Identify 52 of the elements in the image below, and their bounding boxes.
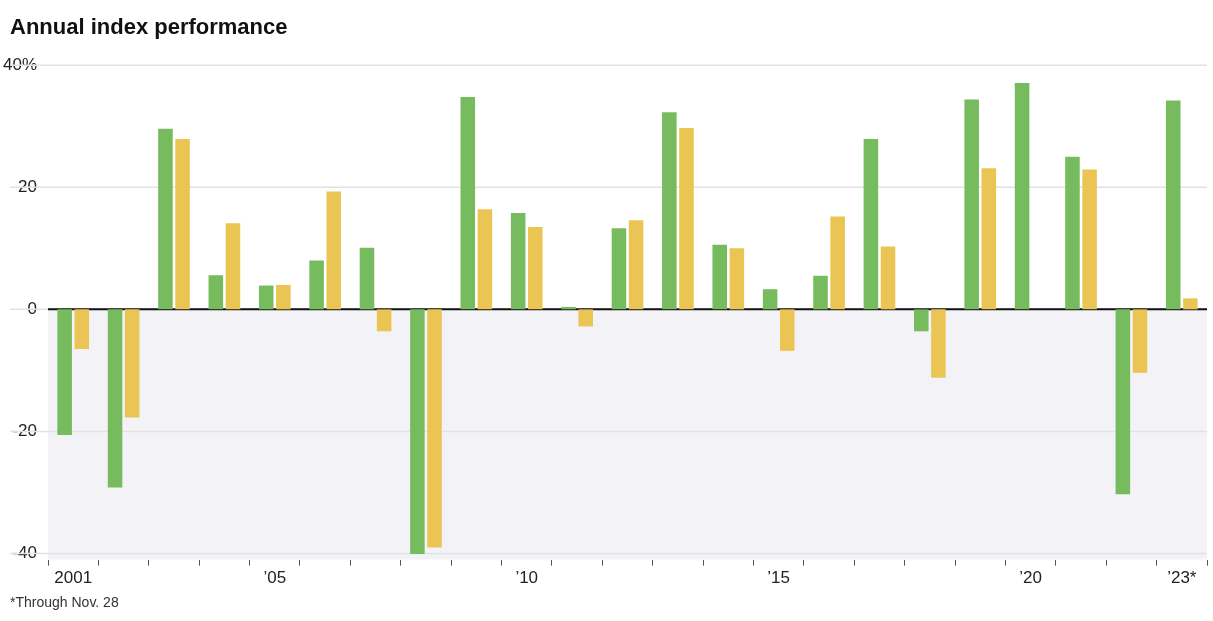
bar xyxy=(477,209,493,310)
bar xyxy=(830,216,845,310)
bar xyxy=(578,309,593,327)
bar xyxy=(611,228,627,310)
bar xyxy=(1165,100,1181,310)
bar xyxy=(813,275,828,310)
bar xyxy=(208,275,224,310)
bar xyxy=(427,309,442,548)
bar xyxy=(225,223,241,310)
bar xyxy=(376,309,392,332)
x-tick-label: ’15 xyxy=(767,568,791,588)
bar xyxy=(258,285,274,310)
bar xyxy=(880,246,896,310)
bar xyxy=(124,309,140,418)
bar xyxy=(914,309,929,332)
bar xyxy=(175,139,190,310)
bar xyxy=(107,309,123,488)
text: *Through Nov. 28 xyxy=(10,594,119,610)
x-tick-label: ’10 xyxy=(515,568,539,588)
bar xyxy=(510,212,526,310)
bar xyxy=(1183,298,1198,310)
bar xyxy=(460,96,476,310)
bar xyxy=(158,128,173,310)
bar xyxy=(74,309,90,350)
x-tick-label: 2001 xyxy=(54,568,93,588)
bar xyxy=(528,226,543,310)
bar xyxy=(662,112,677,310)
bar xyxy=(762,289,778,310)
bar xyxy=(679,128,694,310)
bar xyxy=(1014,82,1030,310)
bar xyxy=(1132,309,1148,373)
bar xyxy=(326,191,342,310)
x-tick-label: ’05 xyxy=(263,568,287,588)
bar xyxy=(628,220,644,310)
bar xyxy=(729,248,745,310)
bar xyxy=(779,309,795,351)
bar xyxy=(1065,156,1080,310)
bar xyxy=(1082,169,1097,310)
bar xyxy=(1115,309,1131,495)
bar xyxy=(359,247,375,310)
bar xyxy=(712,244,728,310)
bar xyxy=(57,309,72,436)
x-tick-label: ’23* xyxy=(1167,568,1197,588)
bar xyxy=(981,168,997,310)
bar xyxy=(863,139,879,310)
bar xyxy=(931,309,946,378)
bar xyxy=(276,284,291,310)
bar xyxy=(309,260,324,310)
bar xyxy=(964,99,979,310)
chart-title: Annual index performance xyxy=(10,14,288,40)
x-tick-label: ’20 xyxy=(1019,568,1042,588)
bar xyxy=(410,309,425,555)
